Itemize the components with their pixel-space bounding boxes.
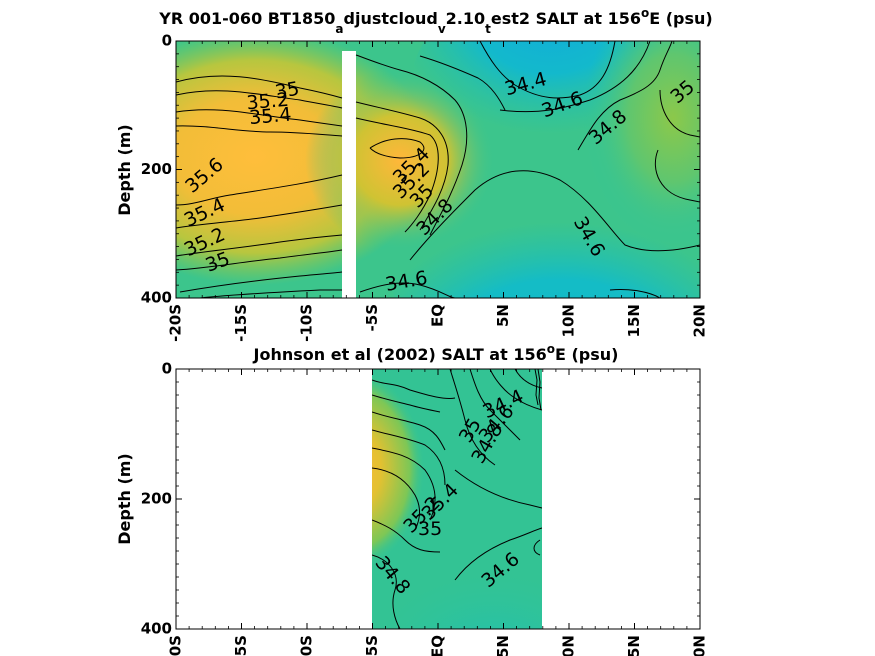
x-tick-label: 5S (232, 635, 250, 656)
contour-label: 35.2 (246, 89, 290, 115)
contour-label: 35 (418, 518, 442, 540)
x-tick-label: EQ (429, 304, 447, 327)
y-tick-label: 400 (141, 620, 172, 638)
bottom-panel: Johnson et al (2002) SALT at 156oE (psu) (115, 342, 709, 656)
title-sup: o (641, 6, 649, 20)
x-tick-label: -20S (167, 304, 185, 342)
bottom-y-axis: 0 200 400 (141, 360, 700, 638)
title-part: Johnson et al (2002) SALT at 156 (253, 345, 547, 364)
x-tick-label: 0N (691, 635, 709, 656)
title-sub: v (438, 22, 446, 36)
x-tick-label: 0S (298, 635, 316, 656)
x-tick-label: -10S (298, 304, 316, 342)
bottom-contours (372, 369, 542, 629)
bottom-salinity-field (372, 369, 542, 629)
x-tick-label: 5N (494, 304, 512, 327)
x-tick-label: -15S (232, 304, 250, 342)
y-tick-label: 0 (162, 360, 172, 378)
x-tick-label: -5S (363, 304, 381, 331)
title-sub: a (335, 22, 343, 36)
x-tick-label: 10N (560, 304, 578, 337)
x-tick-label: 5S (363, 635, 381, 656)
top-salinity-field (176, 41, 700, 298)
bottom-y-axis-label: Depth (m) (115, 453, 134, 545)
x-tick-label: EQ (429, 635, 447, 656)
top-panel: YR 001-060 BT1850adjustcloudv2.10test2 S… (115, 6, 713, 342)
bottom-chart-title: Johnson et al (2002) SALT at 156oE (psu) (253, 342, 619, 364)
missing-data-band (342, 51, 356, 298)
x-tick-label: 0S (167, 635, 185, 656)
title-part: E (psu) (555, 345, 619, 364)
x-tick-label: 0N (560, 635, 578, 656)
y-tick-label: 200 (141, 490, 172, 508)
x-tick-label: 15N (625, 304, 643, 337)
x-tick-label: 5N (625, 635, 643, 656)
y-tick-label: 400 (141, 289, 172, 307)
contour-label: 35.4 (248, 104, 292, 130)
title-sub: t (485, 22, 491, 36)
y-tick-label: 0 (162, 32, 172, 50)
title-part: 2.10 (446, 9, 485, 28)
title-part: YR 001-060 BT1850 (158, 9, 335, 28)
y-tick-label: 200 (141, 160, 172, 178)
top-y-axis: 0 200 400 (141, 32, 700, 307)
title-sup: o (547, 342, 555, 356)
top-y-axis-label: Depth (m) (115, 124, 134, 216)
bottom-x-axis: 0S 5S 0S 5S EQ 5N 0N 5N 0N (167, 369, 709, 656)
title-part: djustcloud (344, 9, 438, 28)
top-x-axis: -20S -15S -10S -5S EQ 5N 10N 15N 20N (167, 41, 709, 342)
x-tick-label: 20N (691, 304, 709, 337)
top-chart-title: YR 001-060 BT1850adjustcloudv2.10test2 S… (158, 6, 712, 36)
top-contours (176, 41, 700, 298)
contour-label: 35 (273, 78, 301, 104)
x-tick-label: 5N (494, 635, 512, 656)
title-part: E (psu) (649, 9, 713, 28)
title-part: est2 SALT at 156 (491, 9, 641, 28)
